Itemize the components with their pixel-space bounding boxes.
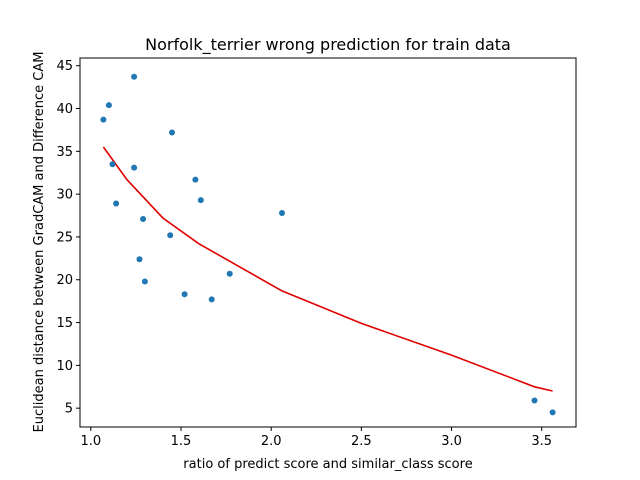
x-tick-label: 3.5 <box>531 434 552 449</box>
data-point <box>105 102 112 109</box>
y-axis: 5 10 15 20 25 30 35 40 45 <box>56 59 80 417</box>
data-point <box>131 73 138 80</box>
data-point <box>136 256 143 263</box>
data-point <box>169 129 175 136</box>
x-axis: 1.0 1.5 2.0 2.5 3.0 3.5 <box>80 427 552 449</box>
data-point <box>167 232 174 239</box>
data-point <box>100 116 107 123</box>
data-point <box>197 197 204 204</box>
data-point <box>226 270 233 277</box>
x-tick-label: 2.0 <box>261 434 282 449</box>
x-tick-label: 3.0 <box>441 434 462 449</box>
x-tick-label: 2.5 <box>351 434 372 449</box>
chart-title: Norfolk_terrier wrong prediction for tra… <box>145 35 511 55</box>
data-point <box>208 296 215 303</box>
y-tick-label: 10 <box>56 359 73 374</box>
data-point <box>549 409 556 416</box>
data-point <box>113 200 120 207</box>
data-point <box>131 164 138 171</box>
y-tick-label: 25 <box>56 230 73 245</box>
y-tick-label: 30 <box>56 188 73 203</box>
x-tick-label: 1.0 <box>80 434 101 449</box>
x-axis-title: ratio of predict score and similar_class… <box>183 457 472 472</box>
data-point <box>192 176 199 183</box>
y-axis-title: Euclidean distance between GradCAM and D… <box>32 52 47 433</box>
y-tick-label: 20 <box>56 273 73 288</box>
data-point <box>140 216 147 222</box>
plot-frame <box>79 57 577 428</box>
y-tick-label: 15 <box>56 316 73 331</box>
data-point <box>181 291 188 298</box>
y-tick-label: 35 <box>56 145 73 160</box>
fit-line <box>102 146 553 392</box>
data-point <box>141 278 148 285</box>
y-tick-label: 5 <box>65 402 73 417</box>
data-point <box>531 397 538 404</box>
fit-line-layer <box>102 146 553 392</box>
data-point <box>279 210 285 216</box>
y-tick-label: 45 <box>56 59 73 74</box>
y-tick-label: 40 <box>56 102 73 117</box>
data-point <box>109 161 116 168</box>
points-layer <box>100 73 556 416</box>
x-tick-label: 1.5 <box>171 434 192 449</box>
